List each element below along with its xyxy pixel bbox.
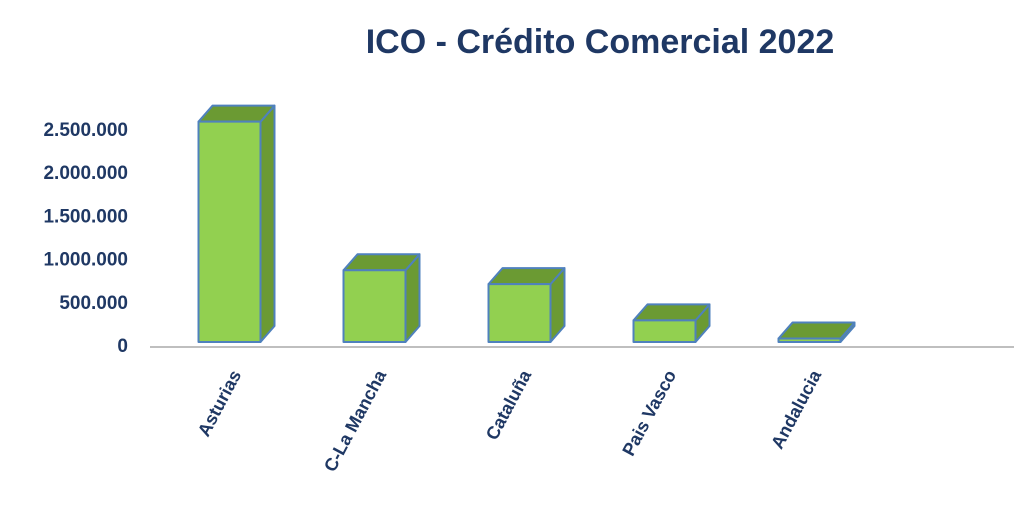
chart-title: ICO - Crédito Comercial 2022 [366,23,835,61]
x-tick-label: Andalucia [767,366,826,452]
bar [777,337,842,344]
bar-side [259,104,276,343]
bar-top [487,267,566,286]
bar-top [632,303,711,322]
bar-top [197,104,276,123]
y-tick-label: 0 [117,336,128,357]
bar-top [342,253,421,272]
bar [632,319,697,343]
x-tick-label: Asturias [194,367,245,440]
x-tick-label: Cataluña [482,366,536,443]
x-tick-label: C-La Mancha [320,366,391,475]
bar-top [777,321,856,340]
y-tick-label: 1.500.000 [43,206,128,227]
bar [487,283,552,343]
y-tick-label: 2.000.000 [43,163,128,184]
bar [342,269,407,343]
bar [197,120,262,344]
y-tick-label: 1.000.000 [43,250,128,271]
x-tick-label: Pais Vasco [618,367,680,459]
y-tick-label: 2.500.000 [43,120,128,141]
y-tick-label: 500.000 [59,293,128,314]
